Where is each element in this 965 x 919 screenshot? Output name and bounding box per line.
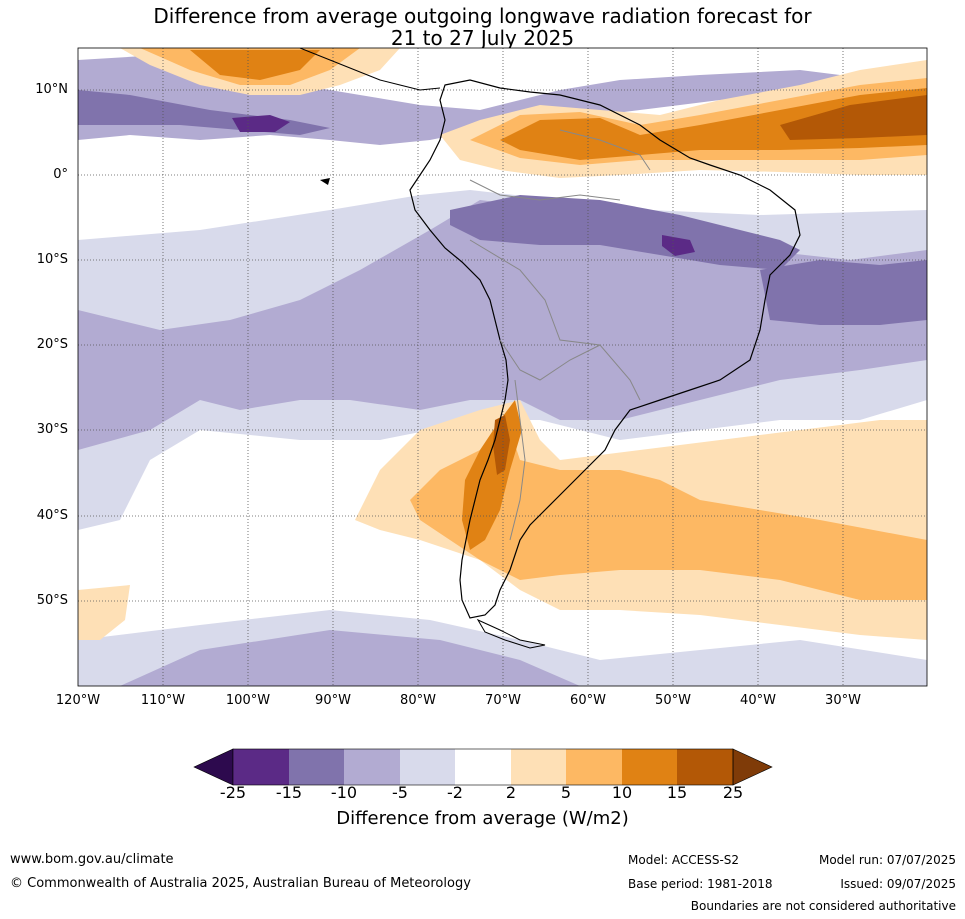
lon-label: 80°W	[400, 693, 436, 708]
lon-label: 90°W	[315, 693, 351, 708]
colorbar-tick: 25	[722, 783, 744, 802]
colorbar-tick: -5	[392, 783, 408, 802]
colorbar-bin-7	[566, 749, 622, 785]
pos-region-west-south	[78, 585, 130, 640]
lon-label: 110°W	[140, 693, 186, 708]
central-america-coast	[299, 48, 441, 91]
pos-region-central-america-core	[190, 50, 320, 80]
colorbar-tick: -10	[330, 783, 358, 802]
colorbar-bin-3	[344, 749, 400, 785]
lat-label: 10°N	[35, 82, 68, 97]
colorbar-bin-6	[511, 749, 566, 785]
neg-region-atlantic	[760, 260, 927, 325]
footer-disclaimer: Boundaries are not considered authoritat…	[690, 899, 956, 913]
colorbar-high-extend	[732, 748, 773, 786]
neg-region-deep-amazon	[662, 235, 695, 256]
lat-label: 50°S	[36, 593, 68, 608]
colorbar-tick: 15	[666, 783, 688, 802]
colorbar-bin-1	[233, 749, 289, 785]
colorbar-bin-4	[400, 749, 455, 785]
lat-label: 30°S	[36, 422, 68, 437]
south-america-coastline	[409, 79, 801, 619]
neg-region-amazon	[450, 195, 800, 270]
footer-copyright: © Commonwealth of Australia 2025, Austra…	[10, 876, 471, 891]
colorbar-low-extend	[193, 748, 234, 786]
map-title-line1: Difference from average outgoing longwav…	[153, 4, 812, 28]
lat-label: 40°S	[36, 508, 68, 523]
colorbar-bin-8	[622, 749, 677, 785]
map-title-line2: 21 to 27 July 2025	[390, 26, 575, 50]
colorbar-tick: -2	[447, 783, 463, 802]
lon-label: 50°W	[655, 693, 691, 708]
colorbar-tick: -25	[219, 783, 247, 802]
lon-label: 120°W	[55, 693, 101, 708]
lat-label: 10°S	[36, 252, 68, 267]
country-borders	[469, 129, 651, 541]
neg-region-north-core	[232, 115, 290, 132]
lon-label: 30°W	[825, 693, 861, 708]
pos-region-north-atlantic-core	[780, 95, 927, 140]
anomaly-field	[78, 48, 927, 686]
footer-model-run: Model run: 07/07/2025	[818, 853, 956, 867]
footer-base-period: Base period: 1981-2018	[628, 877, 773, 891]
footer-url: www.bom.gov.au/climate	[10, 852, 174, 867]
lat-label: 20°S	[36, 337, 68, 352]
footer-issued: Issued: 09/07/2025	[840, 877, 956, 891]
lon-label: 70°W	[485, 693, 521, 708]
colorbar-bin-9	[677, 749, 733, 785]
colorbar-bin-2	[289, 749, 344, 785]
lat-label: 0°	[53, 167, 68, 182]
graticule	[78, 48, 927, 686]
colorbar	[193, 748, 773, 786]
pos-region-south-mid	[410, 430, 927, 600]
tierra-del-fuego	[476, 618, 546, 649]
lon-label: 100°W	[225, 693, 271, 708]
neg-region-south-pacific-deep	[120, 630, 580, 686]
colorbar-tick: 2	[505, 783, 517, 802]
footer-model: Model: ACCESS-S2	[628, 853, 740, 867]
colorbar-tick: -15	[275, 783, 303, 802]
colorbar-tick: 10	[611, 783, 633, 802]
colorbar-label: Difference from average (W/m2)	[336, 808, 629, 829]
lon-label: 60°W	[570, 693, 606, 708]
colorbar-tick: 5	[560, 783, 572, 802]
colorbar-bin-5	[455, 749, 511, 785]
lon-label: 40°W	[740, 693, 776, 708]
